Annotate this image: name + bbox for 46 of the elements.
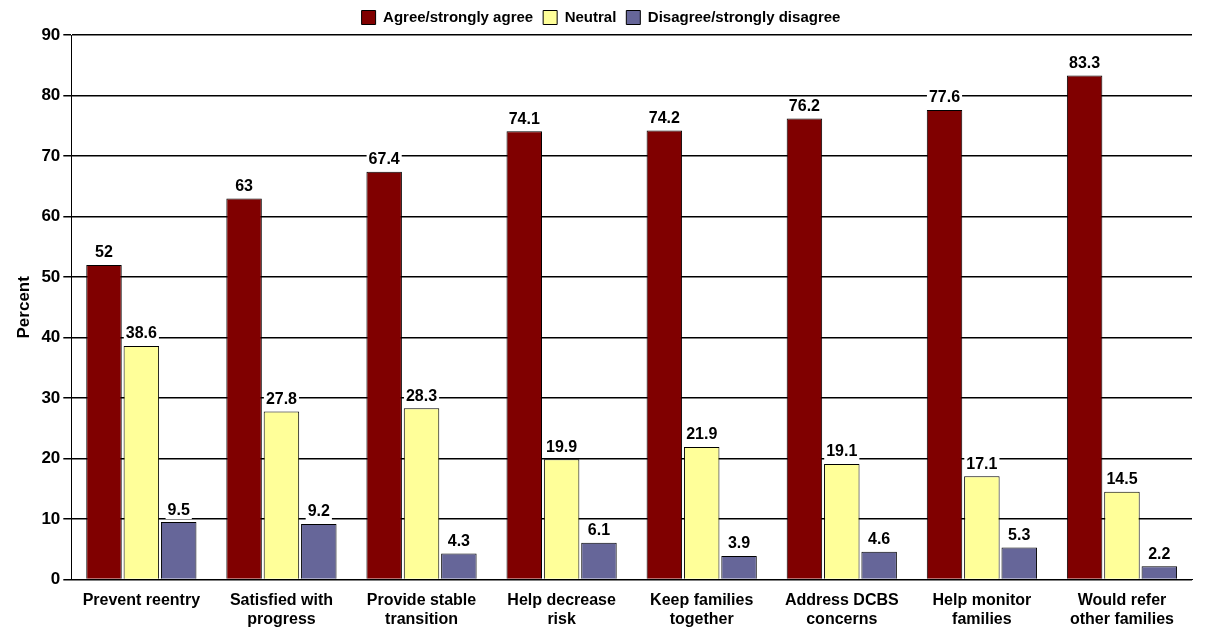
y-tick-label: 70 — [41, 145, 61, 165]
y-tick-label: 40 — [41, 327, 61, 347]
data-label: 52 — [95, 243, 113, 261]
data-label: 77.6 — [928, 88, 961, 106]
data-label: 2.2 — [1148, 544, 1171, 562]
y-tick-label: 0 — [50, 569, 61, 589]
data-label: 5.3 — [1008, 525, 1031, 543]
x-tick-label: Keep families together — [650, 590, 754, 627]
data-label: 9.2 — [307, 502, 331, 520]
data-label: 4.6 — [868, 530, 891, 548]
x-tick-label: Would refer other families — [1069, 590, 1175, 627]
data-label: 17.1 — [966, 454, 998, 472]
data-label: 83.3 — [1069, 53, 1101, 71]
data-label: 6.1 — [587, 521, 611, 539]
data-label: 67.4 — [368, 150, 400, 168]
data-label: 21.9 — [686, 425, 718, 443]
data-label: 19.9 — [546, 437, 578, 455]
data-label: 14.5 — [1106, 470, 1138, 488]
y-tick-label: 80 — [41, 85, 61, 105]
data-label: 38.6 — [125, 324, 158, 342]
legend-label: Agree/strongly agree — [383, 7, 534, 25]
y-tick-label: 30 — [41, 387, 61, 407]
data-label: 74.1 — [508, 109, 540, 127]
data-label: 28.3 — [405, 386, 438, 404]
y-tick-label: 20 — [41, 448, 61, 468]
x-tick-label: Help decrease risk — [507, 590, 616, 627]
legend-label: Neutral — [564, 7, 617, 25]
y-tick-label: 10 — [41, 508, 61, 528]
data-label: 63 — [235, 176, 254, 194]
x-tick-label: Help monitor families — [932, 590, 1032, 627]
x-tick-label: Prevent reentry — [82, 590, 201, 608]
x-tick-label: Address DCBS concerns — [784, 590, 900, 627]
y-tick-label: 90 — [41, 24, 61, 44]
data-label: 9.5 — [167, 500, 190, 518]
y-axis-title: Percent — [13, 275, 33, 339]
y-tick-label: 50 — [41, 266, 61, 286]
data-label: 76.2 — [788, 96, 821, 114]
data-label: 3.9 — [727, 534, 751, 552]
data-label: 19.1 — [826, 442, 858, 460]
x-tick-label: Provide stable transition — [366, 590, 477, 627]
x-tick-label: Satisfied with progress — [229, 590, 333, 627]
data-label: 74.2 — [648, 109, 681, 127]
legend-label: Disagree/strongly disagree — [647, 7, 841, 25]
data-label: 4.3 — [447, 531, 471, 549]
y-tick-label: 60 — [41, 206, 61, 226]
data-label: 27.8 — [265, 389, 298, 407]
